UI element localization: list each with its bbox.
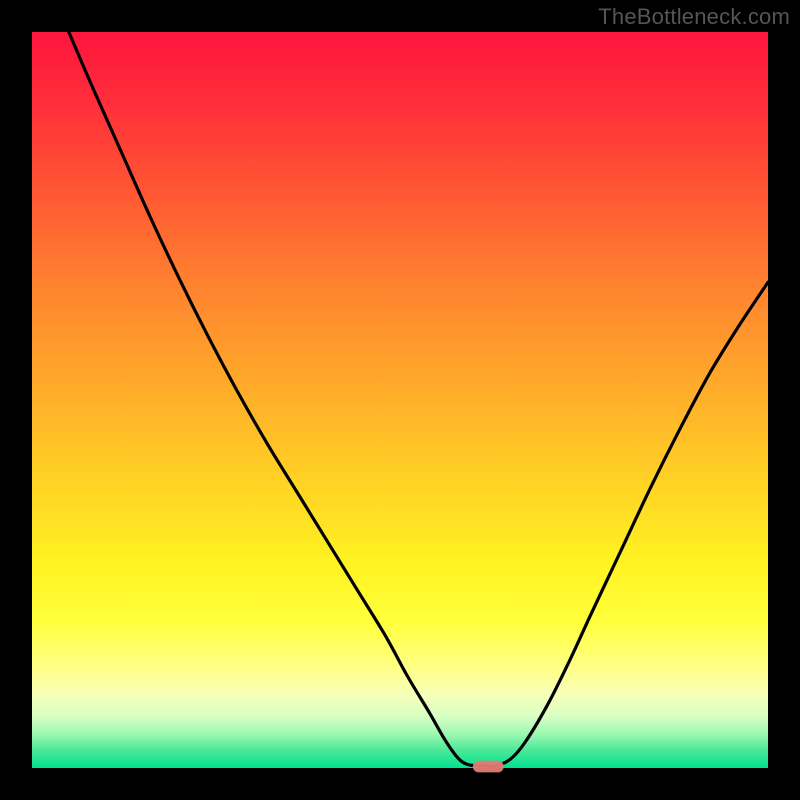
bottleneck-chart <box>0 0 800 800</box>
plot-background <box>32 32 768 768</box>
optimal-marker <box>473 761 504 773</box>
chart-container: TheBottleneck.com <box>0 0 800 800</box>
watermark-label: TheBottleneck.com <box>598 4 790 30</box>
